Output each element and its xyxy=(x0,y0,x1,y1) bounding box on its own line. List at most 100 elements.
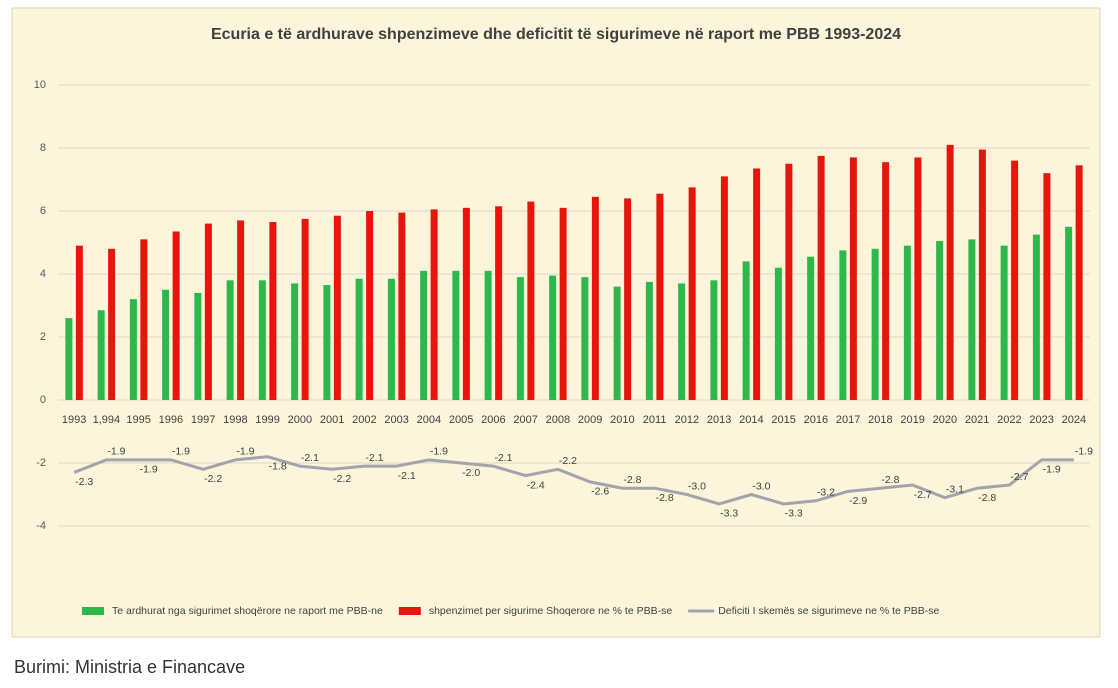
bar xyxy=(140,239,148,400)
bar xyxy=(710,280,718,400)
data-label: -1.9 xyxy=(1043,464,1061,476)
x-tick-label: 2006 xyxy=(481,414,505,426)
x-tick-label: 2022 xyxy=(997,414,1021,426)
data-label: -2.8 xyxy=(881,474,899,486)
data-label: -2.9 xyxy=(849,495,867,507)
bar xyxy=(903,245,911,400)
x-tick-label: 2020 xyxy=(933,414,957,426)
bar xyxy=(258,280,266,400)
bar xyxy=(484,270,492,400)
x-tick-label: 2001 xyxy=(320,414,344,426)
bar xyxy=(129,299,137,400)
data-label: -2.8 xyxy=(978,492,996,504)
x-tick-label: 2017 xyxy=(836,414,860,426)
data-label: -1.9 xyxy=(172,446,190,458)
bar xyxy=(420,270,428,400)
bar xyxy=(549,275,557,400)
bar xyxy=(1011,160,1019,400)
data-label: -1.9 xyxy=(236,446,254,458)
data-label: -2.0 xyxy=(462,467,480,479)
x-tick-label: 2015 xyxy=(771,414,795,426)
legend-label: Te ardhurat nga sigurimet shoqërore ne r… xyxy=(112,605,383,617)
x-tick-label: 2016 xyxy=(804,414,828,426)
bar xyxy=(301,218,309,400)
bar xyxy=(559,207,567,400)
bar xyxy=(978,149,986,400)
bar xyxy=(237,220,245,400)
y-tick-label: 8 xyxy=(40,142,46,154)
data-label: -2.2 xyxy=(333,473,351,485)
bar xyxy=(1075,165,1083,400)
bar xyxy=(914,157,922,400)
bar xyxy=(753,168,761,400)
bar xyxy=(581,277,589,400)
data-label: -2.7 xyxy=(914,489,932,501)
data-label: -2.8 xyxy=(623,474,641,486)
bar xyxy=(516,277,524,400)
bar xyxy=(785,163,793,400)
bar xyxy=(946,144,954,400)
legend-swatch xyxy=(398,607,421,615)
y-tick-label: -2 xyxy=(36,457,46,469)
source: Burimi: Ministria e Financave xyxy=(14,657,245,677)
bar xyxy=(591,196,599,400)
bar xyxy=(65,318,73,400)
data-label: -1.8 xyxy=(269,460,287,472)
bar xyxy=(75,245,83,400)
x-tick-label: 2014 xyxy=(739,414,763,426)
bar xyxy=(968,239,976,400)
legend-label: shpenzimet per sigurime Shoqerore ne % t… xyxy=(429,605,673,617)
data-label: -1.9 xyxy=(1075,446,1093,458)
bar xyxy=(172,231,180,400)
bar xyxy=(495,206,503,400)
chart-title: Ecuria e të ardhurave shpenzimeve dhe de… xyxy=(211,26,901,43)
bar xyxy=(807,256,815,400)
bar xyxy=(882,162,890,400)
bar xyxy=(527,201,535,400)
bar xyxy=(462,207,470,400)
x-tick-label: 2003 xyxy=(384,414,408,426)
data-label: -3.0 xyxy=(752,480,770,492)
bar xyxy=(720,176,728,400)
y-tick-label: 4 xyxy=(40,268,46,280)
x-tick-label: 2007 xyxy=(513,414,537,426)
x-tick-label: 2010 xyxy=(610,414,634,426)
x-tick-label: 2009 xyxy=(578,414,602,426)
x-tick-label: 2011 xyxy=(643,414,667,426)
x-tick-label: 2019 xyxy=(900,414,924,426)
bar xyxy=(291,283,299,400)
x-tick-label: 2021 xyxy=(965,414,989,426)
x-tick-label: 2005 xyxy=(449,414,473,426)
bar xyxy=(1032,234,1040,400)
data-label: -2.1 xyxy=(398,470,416,482)
bar xyxy=(366,211,374,400)
y-tick-label: -4 xyxy=(36,520,46,532)
data-label: -2.8 xyxy=(656,492,674,504)
bar xyxy=(849,157,857,400)
bar xyxy=(656,193,664,400)
bar xyxy=(613,286,621,400)
bar xyxy=(194,292,202,400)
y-tick-label: 0 xyxy=(40,394,46,406)
bar xyxy=(1000,245,1008,400)
x-tick-label: 2008 xyxy=(546,414,570,426)
x-tick-label: 2000 xyxy=(288,414,312,426)
x-tick-label: 2004 xyxy=(417,414,441,426)
bar xyxy=(430,209,438,400)
data-label: -1.9 xyxy=(430,446,448,458)
bar xyxy=(645,281,653,400)
bar xyxy=(678,283,686,400)
bar xyxy=(774,267,782,400)
legend-swatch xyxy=(82,607,104,615)
x-tick-label: 2024 xyxy=(1062,414,1086,426)
data-label: -2.1 xyxy=(494,452,512,464)
y-tick-label: 2 xyxy=(40,331,46,343)
data-label: -3.1 xyxy=(946,483,964,495)
bar xyxy=(817,155,825,400)
bar xyxy=(624,198,632,400)
bar xyxy=(742,261,750,400)
bar xyxy=(333,215,341,400)
bar xyxy=(97,310,105,400)
